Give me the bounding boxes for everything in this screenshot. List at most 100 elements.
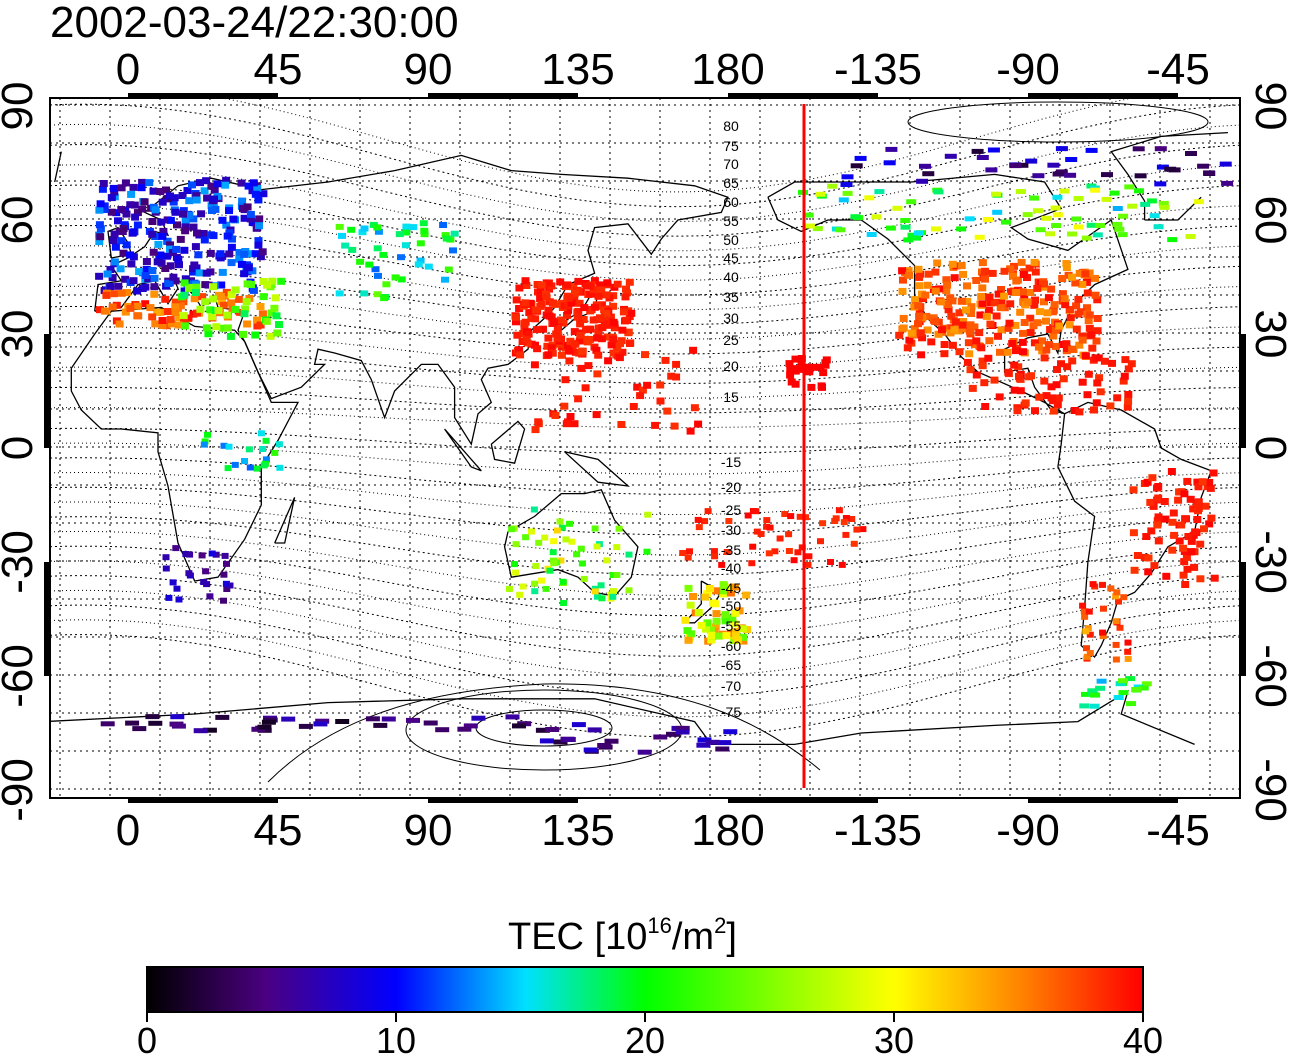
tec-point (580, 304, 589, 312)
tec-point (180, 246, 189, 254)
mag-contour (50, 123, 1240, 222)
tec-point (254, 196, 263, 204)
tec-point (203, 581, 211, 588)
tec-point (212, 323, 221, 331)
contour-label: 55 (723, 213, 739, 229)
tec-point (1071, 216, 1082, 222)
tec-point (1160, 498, 1169, 505)
lon-tick-top: 180 (691, 45, 764, 94)
tec-point (209, 295, 218, 303)
tec-point (175, 261, 183, 269)
tec-point (1132, 146, 1145, 152)
tec-point (1019, 271, 1028, 278)
tec-point (1170, 531, 1179, 539)
tec-point (1206, 484, 1215, 492)
tec-point (931, 318, 940, 325)
contour-label: 45 (723, 250, 739, 266)
tec-point (1182, 553, 1191, 561)
tec-point (251, 250, 260, 258)
tec-point (219, 301, 228, 309)
contour-label: -30 (721, 522, 741, 538)
tec-point (1000, 292, 1009, 300)
tec-point (1088, 344, 1097, 352)
tec-point (719, 581, 728, 589)
tec-point (98, 185, 107, 193)
tec-point (1109, 190, 1120, 196)
tec-point (1153, 224, 1164, 230)
tec-point (794, 549, 802, 556)
tec-point (798, 544, 806, 551)
tec-point (577, 545, 585, 552)
tec-point (874, 189, 885, 195)
tec-point (609, 318, 618, 326)
tec-point (171, 309, 180, 317)
tec-point (589, 316, 598, 324)
tec-point (231, 305, 240, 313)
tec-point (1047, 394, 1056, 402)
tec-point (530, 361, 539, 369)
tec-point (225, 443, 233, 450)
tec-point (95, 272, 104, 280)
tec-point (1052, 381, 1061, 389)
tec-point (224, 465, 232, 472)
tec-point (1019, 348, 1028, 356)
tec-point (981, 403, 990, 410)
tec-point (566, 520, 573, 527)
tec-point (1016, 387, 1025, 395)
tec-point (562, 536, 570, 543)
tec-point (1196, 540, 1205, 548)
tec-point (1033, 319, 1042, 327)
tec-point (1040, 298, 1048, 306)
colorbar-tick-label: 10 (376, 1020, 416, 1057)
tec-point (108, 303, 117, 311)
tec-point (221, 552, 229, 559)
coastline (70, 306, 300, 582)
tec-point (562, 420, 571, 428)
tec-point (607, 341, 616, 349)
tec-point (1140, 201, 1151, 207)
tec-point (158, 232, 167, 240)
tec-point (1051, 326, 1060, 334)
tec-point (391, 274, 400, 281)
tec-point (1090, 187, 1101, 193)
tec-point (175, 314, 184, 322)
lon-tick-bottom: -45 (1146, 806, 1210, 855)
tec-point (176, 302, 185, 310)
tec-point (1174, 496, 1183, 504)
tec-point (785, 548, 793, 554)
tec-point (235, 255, 244, 263)
tec-point (515, 346, 524, 354)
tec-point (505, 714, 520, 720)
tec-point (840, 182, 853, 187)
tec-point (196, 179, 204, 187)
tec-point (1008, 340, 1017, 347)
tec-point (1129, 529, 1138, 537)
tec-point (1061, 301, 1070, 309)
tec-point (965, 350, 974, 358)
tec-point (819, 520, 827, 527)
tec-point (557, 557, 565, 564)
tec-point (796, 513, 804, 520)
tec-point (1042, 392, 1051, 400)
tec-point (967, 303, 976, 311)
tec-point (679, 550, 687, 556)
tec-point (1018, 338, 1027, 346)
tec-point (192, 192, 201, 200)
tec-point (1006, 300, 1015, 308)
tec-point (1038, 337, 1046, 345)
coastline (490, 420, 526, 464)
tec-point (267, 309, 276, 317)
tec-point (864, 195, 875, 201)
tec-point (441, 232, 450, 239)
tec-point (1190, 563, 1199, 571)
lat-tick-left: 60 (0, 196, 42, 245)
tec-point (1065, 321, 1074, 329)
tec-point (711, 623, 720, 631)
tec-point (173, 585, 181, 592)
tec-point (272, 312, 281, 320)
tec-point (549, 299, 557, 307)
tec-point (236, 308, 245, 316)
tec-point (1118, 213, 1129, 219)
tec-point (1198, 478, 1207, 486)
tec-point (95, 206, 104, 214)
